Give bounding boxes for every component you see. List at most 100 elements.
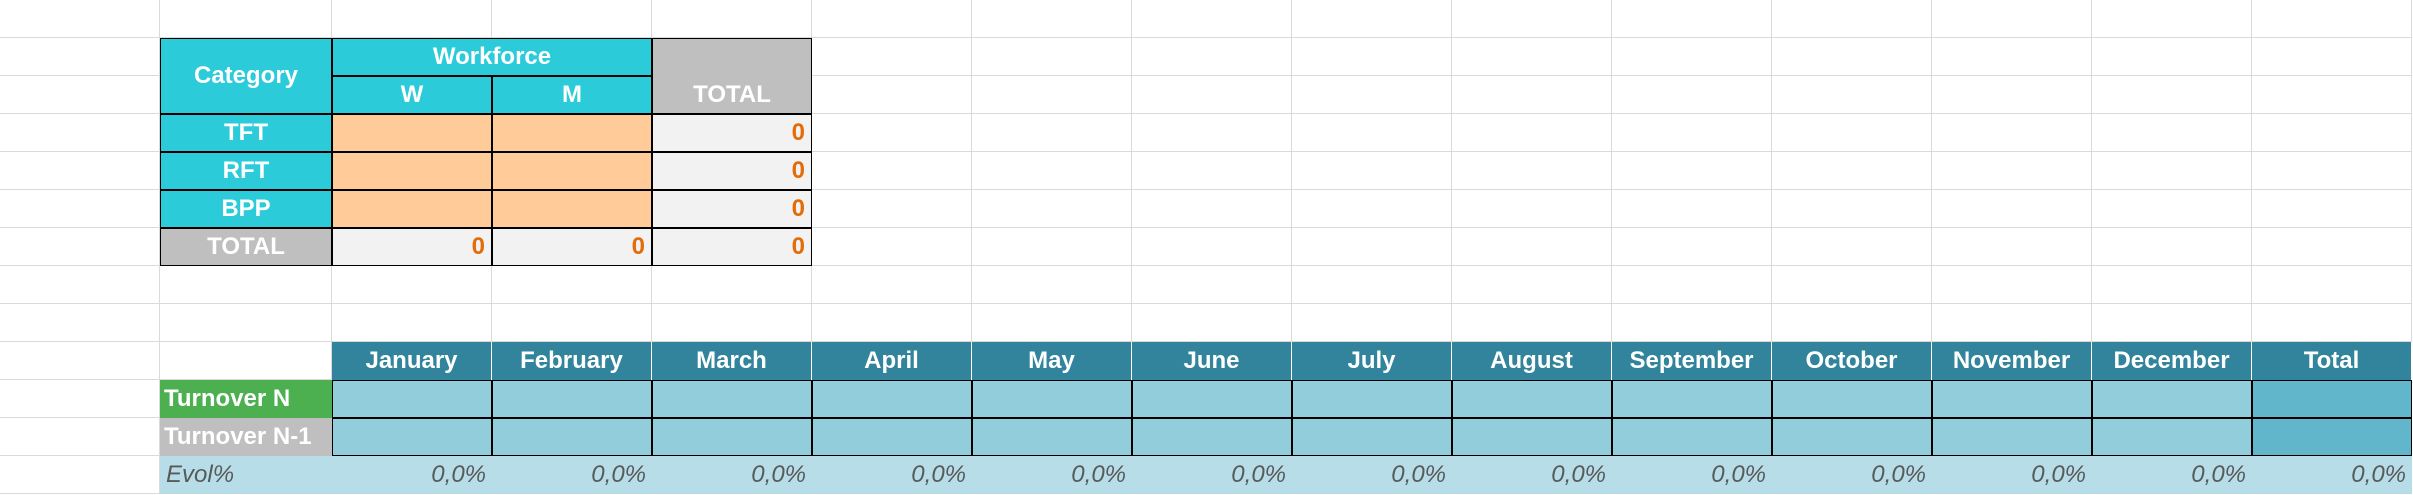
- turnover-cell[interactable]: [492, 380, 652, 418]
- grid-cell[interactable]: [1292, 152, 1452, 190]
- grid-cell[interactable]: [0, 0, 160, 38]
- grid-cell[interactable]: [1292, 76, 1452, 114]
- grid-cell[interactable]: [160, 304, 332, 342]
- grid-cell[interactable]: [2092, 76, 2252, 114]
- grid-cell[interactable]: [1932, 228, 2092, 266]
- grid-cell[interactable]: [1612, 266, 1772, 304]
- grid-cell[interactable]: [652, 304, 812, 342]
- turnover-cell[interactable]: [1132, 380, 1292, 418]
- grid-cell[interactable]: [1452, 0, 1612, 38]
- grid-cell[interactable]: [0, 380, 160, 418]
- grid-cell[interactable]: [1932, 304, 2092, 342]
- grid-cell[interactable]: [1932, 0, 2092, 38]
- turnover-cell[interactable]: [1932, 418, 2092, 456]
- turnover-cell[interactable]: [812, 418, 972, 456]
- grid-cell[interactable]: [0, 266, 160, 304]
- grid-cell[interactable]: [1292, 0, 1452, 38]
- grid-cell[interactable]: [1132, 0, 1292, 38]
- grid-cell[interactable]: [1132, 152, 1292, 190]
- grid-cell[interactable]: [652, 0, 812, 38]
- grid-cell[interactable]: [0, 152, 160, 190]
- grid-cell[interactable]: [0, 228, 160, 266]
- turnover-cell[interactable]: [1452, 418, 1612, 456]
- grid-cell[interactable]: [2092, 152, 2252, 190]
- grid-cell[interactable]: [2252, 152, 2412, 190]
- grid-cell[interactable]: [160, 342, 332, 380]
- turnover-cell[interactable]: [652, 380, 812, 418]
- grid-cell[interactable]: [812, 190, 972, 228]
- turnover-cell[interactable]: [492, 418, 652, 456]
- grid-cell[interactable]: [1292, 114, 1452, 152]
- grid-cell[interactable]: [0, 114, 160, 152]
- grid-cell[interactable]: [1132, 76, 1292, 114]
- grid-cell[interactable]: [332, 0, 492, 38]
- grid-cell[interactable]: [1772, 76, 1932, 114]
- grid-cell[interactable]: [2252, 266, 2412, 304]
- grid-cell[interactable]: [1932, 38, 2092, 76]
- turnover-cell[interactable]: [972, 380, 1132, 418]
- grid-cell[interactable]: [2252, 304, 2412, 342]
- grid-cell[interactable]: [812, 38, 972, 76]
- grid-cell[interactable]: [812, 266, 972, 304]
- turnover-cell[interactable]: [1772, 380, 1932, 418]
- grid-cell[interactable]: [972, 304, 1132, 342]
- turnover-cell[interactable]: [332, 418, 492, 456]
- grid-cell[interactable]: [0, 342, 160, 380]
- grid-cell[interactable]: [1772, 114, 1932, 152]
- grid-cell[interactable]: [1932, 266, 2092, 304]
- grid-cell[interactable]: [1292, 190, 1452, 228]
- grid-cell[interactable]: [2252, 190, 2412, 228]
- grid-cell[interactable]: [2092, 0, 2252, 38]
- grid-cell[interactable]: [1932, 76, 2092, 114]
- grid-cell[interactable]: [972, 228, 1132, 266]
- turnover-cell[interactable]: [1932, 380, 2092, 418]
- grid-cell[interactable]: [2092, 190, 2252, 228]
- grid-cell[interactable]: [2252, 76, 2412, 114]
- turnover-cell[interactable]: [2092, 418, 2252, 456]
- grid-cell[interactable]: [1772, 228, 1932, 266]
- grid-cell[interactable]: [0, 76, 160, 114]
- grid-cell[interactable]: [2092, 114, 2252, 152]
- grid-cell[interactable]: [2092, 266, 2252, 304]
- input-cell[interactable]: [492, 114, 652, 152]
- grid-cell[interactable]: [0, 456, 160, 494]
- grid-cell[interactable]: [492, 266, 652, 304]
- grid-cell[interactable]: [972, 38, 1132, 76]
- grid-cell[interactable]: [972, 114, 1132, 152]
- turnover-cell[interactable]: [1612, 418, 1772, 456]
- grid-cell[interactable]: [1932, 152, 2092, 190]
- grid-cell[interactable]: [1932, 114, 2092, 152]
- grid-cell[interactable]: [2252, 38, 2412, 76]
- turnover-cell[interactable]: [2092, 380, 2252, 418]
- grid-cell[interactable]: [492, 0, 652, 38]
- grid-cell[interactable]: [1132, 228, 1292, 266]
- grid-cell[interactable]: [972, 266, 1132, 304]
- grid-cell[interactable]: [1772, 266, 1932, 304]
- turnover-cell[interactable]: [1292, 418, 1452, 456]
- grid-cell[interactable]: [2252, 0, 2412, 38]
- grid-cell[interactable]: [2252, 114, 2412, 152]
- grid-cell[interactable]: [2092, 304, 2252, 342]
- grid-cell[interactable]: [1452, 190, 1612, 228]
- grid-cell[interactable]: [0, 38, 160, 76]
- grid-cell[interactable]: [2092, 38, 2252, 76]
- grid-cell[interactable]: [1132, 190, 1292, 228]
- grid-cell[interactable]: [1932, 190, 2092, 228]
- grid-cell[interactable]: [492, 304, 652, 342]
- grid-cell[interactable]: [1772, 38, 1932, 76]
- grid-cell[interactable]: [1612, 304, 1772, 342]
- grid-cell[interactable]: [972, 0, 1132, 38]
- grid-cell[interactable]: [1132, 114, 1292, 152]
- grid-cell[interactable]: [1132, 304, 1292, 342]
- grid-cell[interactable]: [1292, 38, 1452, 76]
- grid-cell[interactable]: [1612, 114, 1772, 152]
- grid-cell[interactable]: [1772, 304, 1932, 342]
- grid-cell[interactable]: [0, 418, 160, 456]
- grid-cell[interactable]: [1292, 266, 1452, 304]
- grid-cell[interactable]: [812, 76, 972, 114]
- grid-cell[interactable]: [1292, 304, 1452, 342]
- grid-cell[interactable]: [160, 266, 332, 304]
- grid-cell[interactable]: [1452, 266, 1612, 304]
- grid-cell[interactable]: [1452, 152, 1612, 190]
- grid-cell[interactable]: [1772, 0, 1932, 38]
